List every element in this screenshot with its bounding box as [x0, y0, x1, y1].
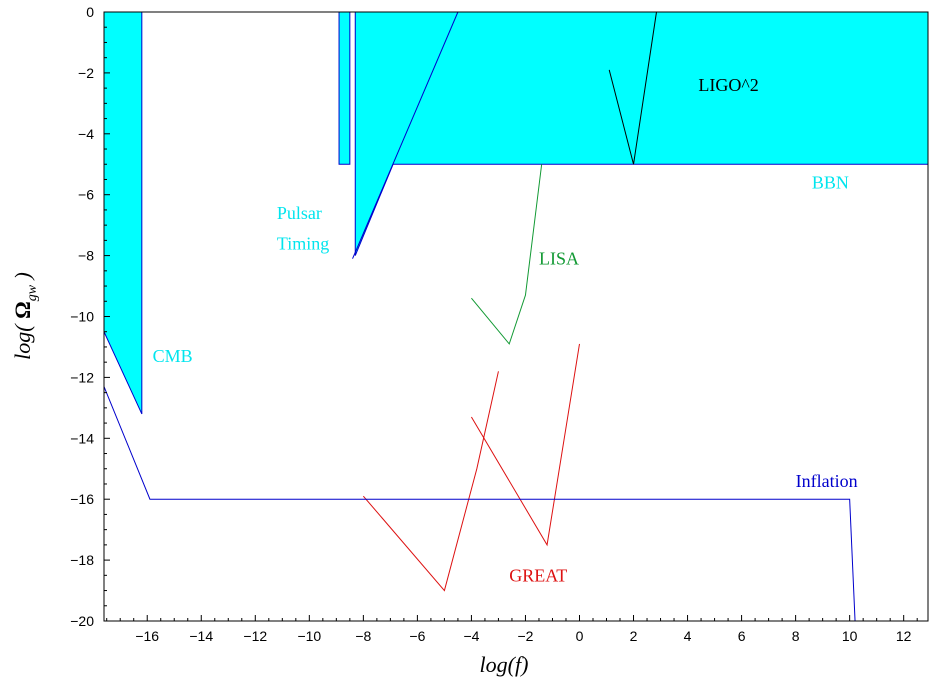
annotations: CMB Pulsar Timing LIGO^2 BBN LISA Inflation GRE…: [153, 75, 858, 585]
y-axis-label-suffix: ): [10, 272, 35, 285]
y-tick-label: −4: [78, 126, 94, 142]
region-pulsar-timing: [338, 11, 351, 165]
x-tick-label: −10: [297, 628, 321, 644]
x-tick-label: −2: [517, 628, 533, 644]
x-tick-label: 6: [738, 628, 746, 644]
curve-great: [470, 343, 580, 547]
annotation-great: GREAT: [509, 565, 567, 585]
y-axis-label-prefix: log(: [10, 319, 35, 360]
y-tick-label: −6: [78, 187, 94, 203]
curve-pulsar-timing: [352, 11, 459, 259]
x-tick-label: −16: [135, 628, 159, 644]
y-tick-label: −8: [78, 248, 94, 264]
region-bbn: [354, 11, 929, 256]
y-axis-label-sub: gw: [25, 284, 40, 301]
x-tick-label: 12: [896, 628, 912, 644]
y-tick-label: −20: [70, 613, 94, 629]
x-tick-label: 8: [792, 628, 800, 644]
annotation-lisa: LISA: [539, 249, 579, 269]
y-axis-ticks: 0 −2 −4 −6 −8 −10 −12 −14 −16 −18 −20: [70, 4, 110, 629]
annotation-ligo-2: LIGO^2: [698, 75, 758, 95]
x-tick-label: 10: [842, 628, 858, 644]
sensitivity-regions: [103, 11, 929, 415]
y-tick-label: 0: [86, 4, 94, 20]
y-axis-label-symbol: Ω: [10, 301, 35, 319]
curve-lisa: [471, 164, 543, 345]
curves: [103, 11, 856, 622]
annotation-cmb: CMB: [153, 346, 193, 366]
x-tick-label: −14: [189, 628, 213, 644]
y-tick-label: −18: [70, 552, 94, 568]
y-tick-label: −10: [70, 309, 94, 325]
x-tick-label: −12: [243, 628, 267, 644]
x-tick-label: 2: [630, 628, 638, 644]
annotation-timing: Timing: [277, 234, 329, 254]
annotation-bbn: BBN: [812, 173, 849, 193]
x-axis-ticks: −16 −14 −12 −10 −8 −6 −4 −2 0 2 4 6 8 10 12: [106, 615, 918, 644]
x-tick-label: 0: [576, 628, 584, 644]
curve-ligo-2: [608, 11, 657, 165]
svg-text:log( Ωgw ): log( Ωgw ): [10, 272, 40, 360]
y-tick-label: −14: [70, 430, 94, 446]
x-tick-label: −6: [409, 628, 425, 644]
y-tick-label: −2: [78, 65, 94, 81]
x-tick-label: 4: [684, 628, 692, 644]
curve-great: [362, 371, 499, 592]
curve-inflation: [103, 386, 856, 622]
y-tick-label: −12: [70, 369, 94, 385]
annotation-inflation: Inflation: [796, 471, 858, 491]
x-tick-label: −8: [355, 628, 371, 644]
y-axis-label: log( Ωgw ): [10, 272, 40, 360]
annotation-pulsar: Pulsar: [277, 203, 322, 223]
region-cmb: [103, 11, 143, 415]
x-axis-label: log(f): [480, 652, 529, 677]
y-tick-label: −16: [70, 491, 94, 507]
x-tick-label: −4: [463, 628, 479, 644]
